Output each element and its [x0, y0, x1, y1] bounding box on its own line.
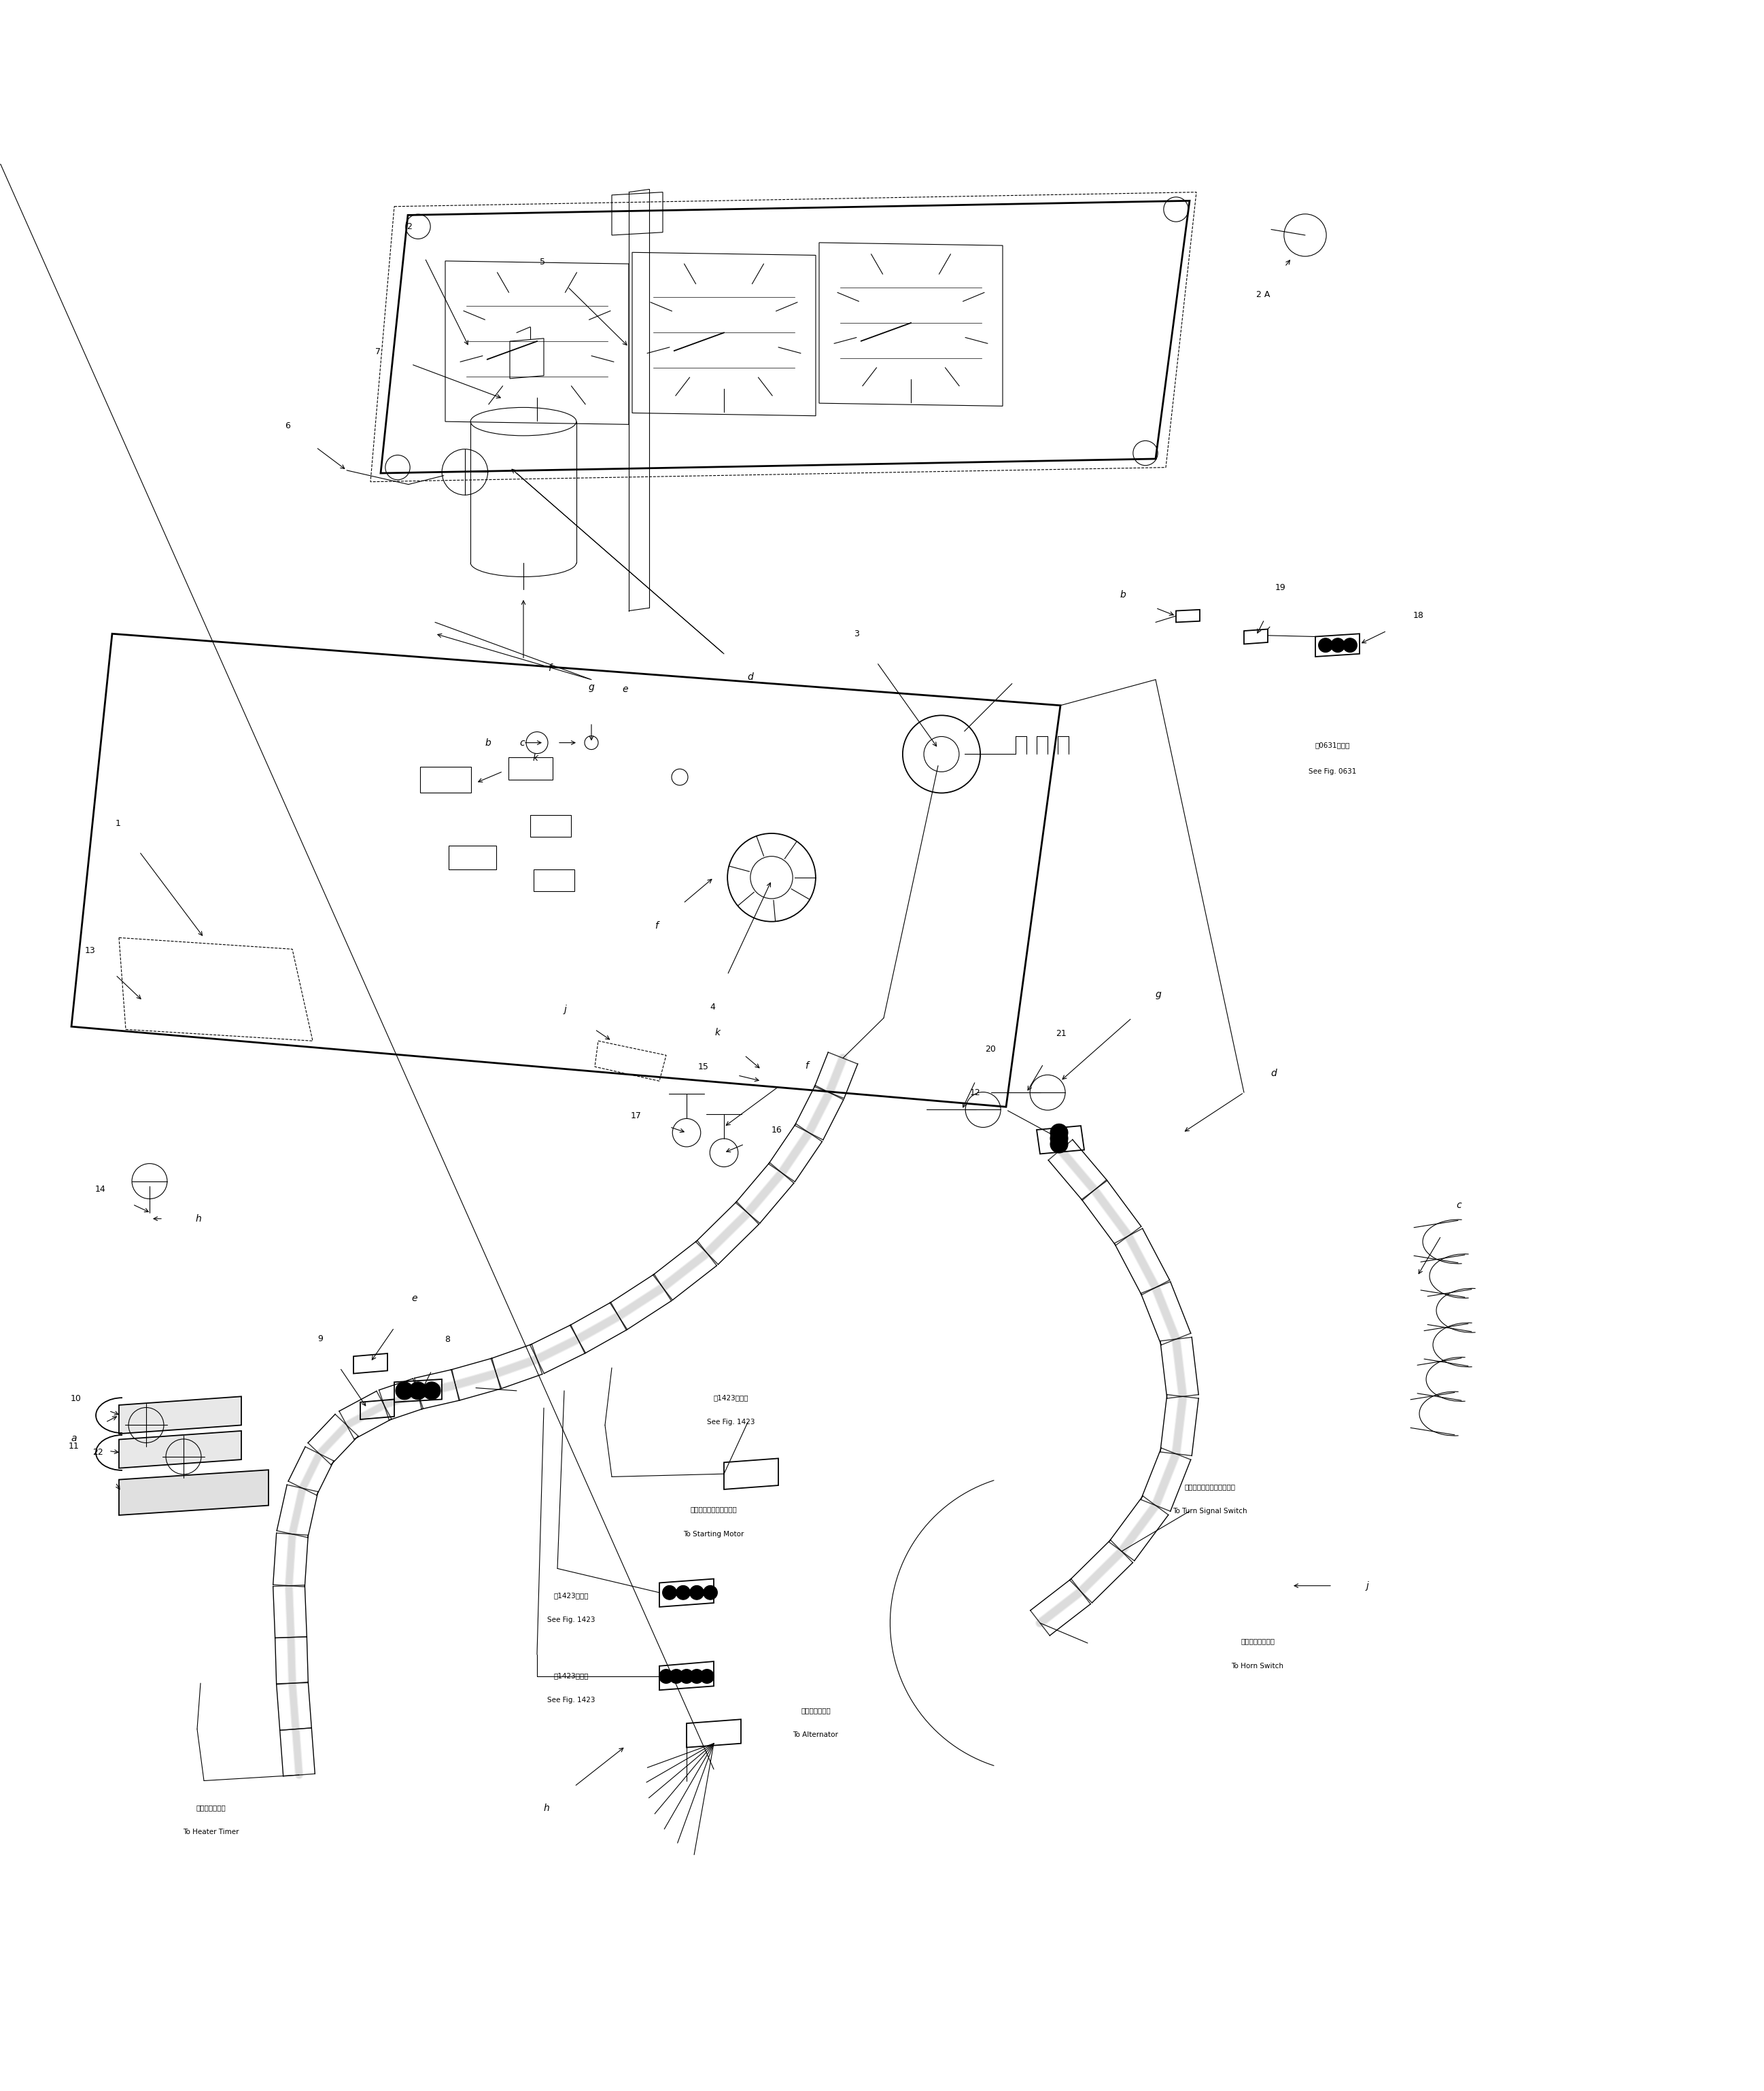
Text: To Starting Motor: To Starting Motor [683, 1531, 744, 1537]
Circle shape [423, 1382, 441, 1399]
Text: 18: 18 [1413, 611, 1424, 619]
Text: ターンシグナルスイッチへ: ターンシグナルスイッチへ [1184, 1483, 1235, 1491]
Text: 21: 21 [1057, 1029, 1067, 1037]
Text: f: f [804, 1060, 808, 1071]
Text: 13: 13 [85, 947, 95, 956]
Circle shape [1330, 638, 1344, 652]
Text: 3: 3 [854, 629, 859, 638]
Text: See Fig. 1423: See Fig. 1423 [707, 1420, 755, 1426]
Circle shape [660, 1669, 674, 1683]
Text: 12: 12 [970, 1089, 981, 1098]
Text: 4: 4 [709, 1002, 714, 1012]
Text: To Heater Timer: To Heater Timer [183, 1830, 238, 1836]
Text: 第1423図参照: 第1423図参照 [554, 1591, 589, 1600]
Text: 17: 17 [632, 1110, 642, 1121]
Text: 7: 7 [376, 347, 381, 355]
Circle shape [669, 1669, 683, 1683]
Text: スターティングモータへ: スターティングモータへ [690, 1506, 737, 1512]
Text: 第0631図参照: 第0631図参照 [1314, 742, 1349, 749]
Bar [534, 870, 575, 891]
Text: 2: 2 [406, 222, 411, 230]
Polygon shape [118, 1430, 242, 1468]
Text: 10: 10 [71, 1395, 81, 1403]
Text: 11: 11 [69, 1441, 79, 1451]
Text: 8: 8 [445, 1334, 450, 1345]
Circle shape [409, 1382, 427, 1399]
Text: 20: 20 [984, 1046, 997, 1054]
Circle shape [1050, 1129, 1067, 1148]
Text: To Turn Signal Switch: To Turn Signal Switch [1173, 1508, 1247, 1514]
Text: e: e [623, 684, 628, 694]
Circle shape [676, 1585, 690, 1600]
Text: j: j [564, 1006, 566, 1014]
Text: 第1423図参照: 第1423図参照 [713, 1395, 748, 1401]
Text: 第1423図参照: 第1423図参照 [554, 1673, 589, 1679]
Text: a: a [71, 1434, 78, 1443]
Text: 5: 5 [540, 257, 545, 266]
Circle shape [679, 1669, 693, 1683]
Text: k: k [714, 1029, 720, 1037]
Text: c: c [520, 738, 524, 746]
Text: b: b [485, 738, 490, 746]
Bar [448, 845, 496, 870]
Text: f: f [549, 663, 552, 673]
Text: 15: 15 [699, 1062, 709, 1071]
Bar [508, 757, 552, 780]
Text: d: d [1270, 1069, 1277, 1079]
Text: g: g [589, 682, 594, 692]
Circle shape [395, 1382, 413, 1399]
Text: 14: 14 [95, 1186, 106, 1194]
Polygon shape [118, 1397, 242, 1434]
Text: 22: 22 [92, 1447, 102, 1457]
Text: オルタネータへ: オルタネータへ [801, 1706, 831, 1713]
Text: ホーンスイッチへ: ホーンスイッチへ [1240, 1637, 1275, 1646]
Circle shape [1050, 1123, 1067, 1142]
Text: b: b [1120, 590, 1125, 600]
Text: 19: 19 [1275, 583, 1286, 592]
Text: e: e [411, 1294, 418, 1303]
Text: See Fig. 0631: See Fig. 0631 [1309, 767, 1357, 776]
Text: g: g [1155, 989, 1161, 999]
Circle shape [1342, 638, 1357, 652]
Text: h: h [543, 1805, 550, 1813]
Text: c: c [1457, 1200, 1462, 1211]
Text: j: j [1367, 1581, 1369, 1591]
Polygon shape [118, 1470, 268, 1516]
Circle shape [1318, 638, 1332, 652]
Bar [420, 767, 471, 792]
Text: h: h [196, 1215, 201, 1223]
Text: See Fig. 1423: See Fig. 1423 [547, 1616, 594, 1623]
Text: ヒータタイマへ: ヒータタイマへ [196, 1805, 226, 1811]
Text: See Fig. 1423: See Fig. 1423 [547, 1698, 594, 1704]
Circle shape [690, 1585, 704, 1600]
Text: To Alternator: To Alternator [794, 1731, 838, 1738]
Text: 1: 1 [115, 820, 122, 828]
Text: 2 A: 2 A [1256, 291, 1270, 299]
Text: f: f [654, 922, 658, 930]
Bar [531, 815, 572, 836]
Circle shape [704, 1585, 718, 1600]
Text: k: k [533, 753, 538, 763]
Text: d: d [748, 671, 753, 682]
Circle shape [700, 1669, 714, 1683]
Text: 9: 9 [318, 1334, 323, 1342]
Text: 16: 16 [771, 1127, 781, 1135]
Circle shape [663, 1585, 677, 1600]
Text: 6: 6 [286, 422, 291, 431]
Circle shape [1050, 1135, 1067, 1152]
Text: To Horn Switch: To Horn Switch [1231, 1662, 1284, 1669]
Circle shape [690, 1669, 704, 1683]
